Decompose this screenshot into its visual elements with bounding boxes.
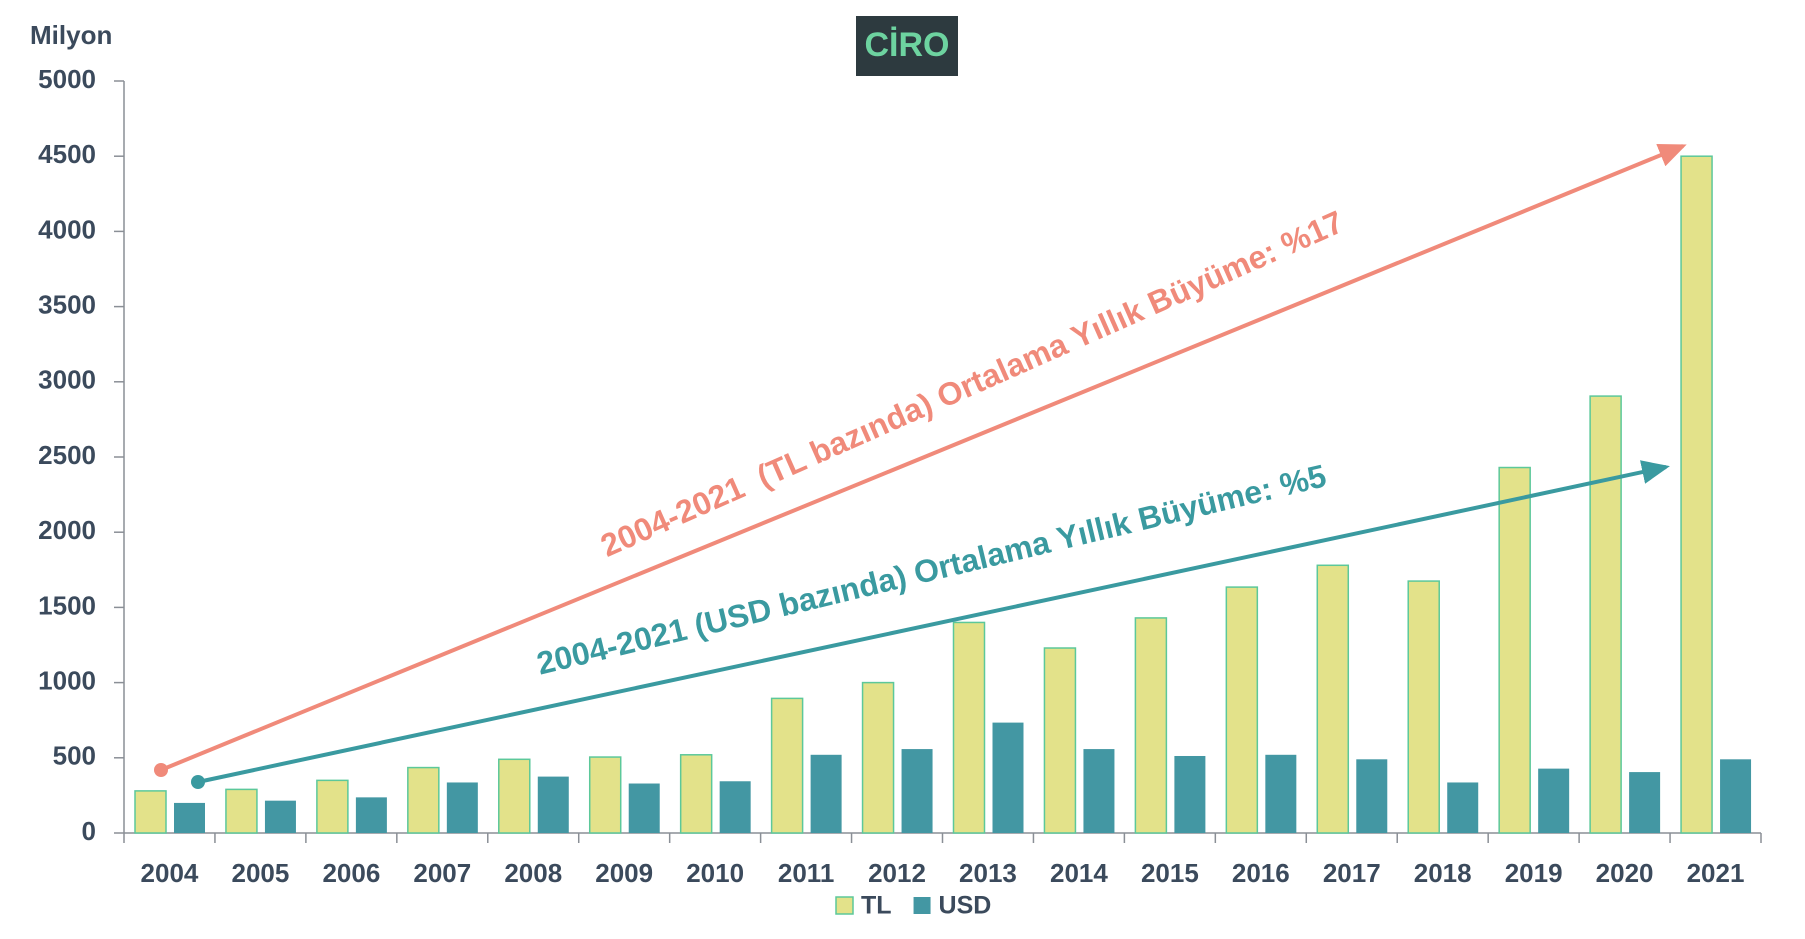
bar	[134, 790, 167, 834]
x-tick-label: 2005	[231, 858, 289, 888]
x-tick-label: 2004	[141, 858, 199, 888]
title-box	[856, 16, 958, 76]
bar	[1720, 759, 1752, 833]
x-tick-label: 2009	[595, 858, 653, 888]
legend-swatch	[835, 896, 854, 915]
bar	[355, 797, 387, 833]
y-tick-label: 0	[82, 816, 96, 846]
x-tick-label: 2006	[322, 858, 380, 888]
bar	[1043, 647, 1077, 834]
y-tick-label: 4000	[38, 214, 96, 244]
bar	[770, 697, 804, 834]
x-tick-label: 2014	[1050, 858, 1108, 888]
bar	[498, 758, 531, 834]
bar	[1316, 564, 1350, 834]
annotation-dot	[154, 763, 168, 777]
legend-label: USD	[939, 892, 992, 920]
annotation-dot	[191, 775, 205, 789]
x-tick-label: 2019	[1505, 858, 1563, 888]
bar	[992, 722, 1024, 833]
y-tick-label: 2000	[38, 515, 96, 545]
bar	[264, 800, 296, 833]
x-tick-label: 2015	[1141, 858, 1199, 888]
bar	[628, 783, 660, 833]
legend-swatch	[913, 897, 931, 914]
y-tick-label: 3000	[38, 365, 96, 395]
bar	[225, 788, 258, 834]
x-tick-label: 2010	[686, 858, 744, 888]
bar	[174, 802, 205, 833]
x-tick-label: 2017	[1323, 858, 1381, 888]
bar	[1225, 586, 1259, 834]
bar	[901, 749, 933, 833]
bar	[588, 756, 622, 834]
bar	[407, 766, 440, 834]
legend-label: TL	[861, 892, 892, 920]
bar	[1265, 754, 1297, 833]
bar	[1356, 759, 1388, 833]
bar	[537, 776, 569, 833]
bar	[1134, 617, 1168, 834]
bar	[1589, 395, 1622, 834]
annotation-arrow	[160, 144, 1687, 772]
bar	[1447, 782, 1479, 833]
bar	[1538, 768, 1570, 833]
x-tick-label: 2012	[868, 858, 926, 888]
bar	[1174, 755, 1206, 833]
bar	[1083, 749, 1115, 833]
bar	[679, 754, 713, 834]
y-tick-label: 3500	[38, 289, 96, 319]
y-axis-label: Milyon	[30, 20, 112, 50]
bar	[861, 681, 895, 834]
y-tick-label: 1000	[38, 665, 96, 695]
x-tick-label: 2007	[413, 858, 471, 888]
x-tick-label: 2018	[1414, 858, 1472, 888]
bar	[1629, 772, 1661, 833]
bar	[810, 754, 842, 833]
bar	[952, 621, 986, 834]
bar	[1407, 580, 1440, 834]
y-tick-label: 1500	[38, 590, 96, 620]
y-tick-label: 500	[53, 741, 96, 771]
x-tick-label: 2013	[959, 858, 1017, 888]
bar	[446, 782, 478, 833]
y-tick-label: 4500	[38, 139, 96, 169]
x-tick-label: 2021	[1687, 858, 1745, 888]
annotation-arrow	[197, 460, 1670, 784]
bar	[316, 779, 349, 834]
chart-title: CİRO	[865, 26, 950, 64]
x-tick-label: 2011	[778, 858, 834, 888]
bar	[719, 781, 751, 833]
bar	[1498, 466, 1531, 834]
y-tick-label: 2500	[38, 440, 96, 470]
bar	[1680, 155, 1713, 834]
x-tick-label: 2016	[1232, 858, 1290, 888]
x-tick-label: 2008	[504, 858, 562, 888]
x-tick-label: 2020	[1596, 858, 1654, 888]
y-tick-label: 5000	[38, 64, 96, 94]
